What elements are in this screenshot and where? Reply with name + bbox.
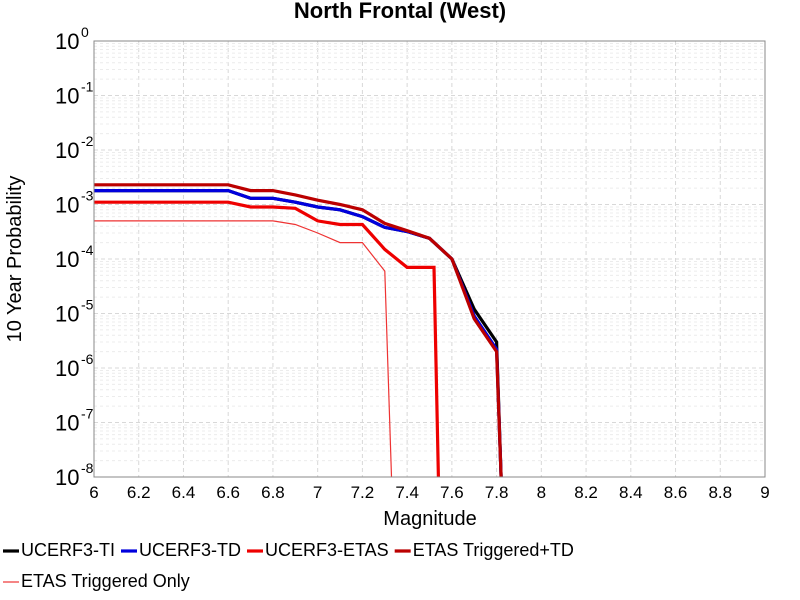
x-tick-label: 6 (89, 483, 98, 502)
y-tick-base: 10 (55, 84, 79, 109)
y-tick-exponent: 0 (81, 24, 89, 40)
series-group (94, 183, 503, 477)
x-tick-label: 6.4 (172, 483, 196, 502)
legend-label: ETAS Triggered Only (21, 571, 190, 591)
y-tick-base: 10 (55, 193, 79, 218)
x-tick-labels: 6 6.2 6.4 6.6 6.8 7 7.2 7.4 7.6 7.8 8 8.2 8.4 8.6 8.8 9 (89, 483, 769, 502)
series-line-5 (94, 220, 393, 477)
y-tick-label: 10 -6 (55, 351, 94, 381)
y-tick-exponent: -2 (81, 133, 94, 149)
y-tick-base: 10 (55, 138, 79, 163)
legend: UCERF3-TI UCERF3-TD UCERF3-ETAS ETAS Trigge… (3, 540, 574, 591)
legend-label: ETAS Triggered+TD (413, 540, 574, 560)
x-tick-label: 6.8 (261, 483, 285, 502)
x-tick-label: 7 (313, 483, 322, 502)
x-tick-label: 6.6 (216, 483, 240, 502)
plot-frame (93, 40, 766, 478)
y-tick-exponent: -8 (81, 460, 94, 476)
x-tick-label: 7.6 (440, 483, 464, 502)
y-tick-label: 10 -8 (55, 460, 94, 490)
x-tick-label: 8 (537, 483, 546, 502)
y-tick-label: 10 -7 (55, 406, 94, 436)
x-axis-label: Magnitude (383, 508, 476, 530)
y-tick-base: 10 (55, 356, 79, 381)
x-tick-label: 7.8 (485, 483, 509, 502)
y-tick-base: 10 (55, 465, 79, 490)
y-tick-base: 10 (55, 411, 79, 436)
legend-item-5: ETAS Triggered Only (3, 571, 190, 591)
legend-item-4: ETAS Triggered+TD (394, 540, 574, 560)
legend-item-3: UCERF3-ETAS (247, 540, 389, 560)
y-tick-exponent: -7 (81, 406, 94, 422)
y-tick-exponent: -4 (81, 242, 94, 258)
legend-label: UCERF3-ETAS (265, 540, 389, 560)
y-tick-exponent: -1 (81, 79, 94, 95)
grid (93, 40, 766, 478)
x-tick-label: 7.2 (351, 483, 375, 502)
series-line-4 (94, 183, 503, 477)
x-tick-label: 8.2 (574, 483, 598, 502)
y-axis-label: 10 Year Probability (4, 176, 26, 343)
y-tick-label: 10 0 (55, 24, 89, 54)
y-tick-label: 10 -4 (55, 242, 94, 272)
x-tick-label: 8.6 (664, 483, 688, 502)
legend-item-2: UCERF3-TD (121, 540, 241, 560)
x-tick-label: 8.8 (708, 483, 732, 502)
x-tick-label: 7.4 (395, 483, 419, 502)
y-tick-label: 10 -2 (55, 133, 94, 163)
legend-label: UCERF3-TI (21, 540, 115, 560)
legend-item-1: UCERF3-TI (3, 540, 115, 560)
y-tick-exponent: -3 (81, 188, 94, 204)
y-tick-base: 10 (55, 247, 79, 272)
x-tick-label: 6.2 (127, 483, 151, 502)
series-line-3 (94, 200, 440, 477)
y-tick-base: 10 (55, 302, 79, 327)
y-tick-exponent: -5 (81, 297, 94, 313)
y-tick-base: 10 (55, 29, 79, 54)
y-tick-exponent: -6 (81, 351, 94, 367)
chart-title: North Frontal (West) (294, 0, 506, 23)
y-tick-label: 10 -5 (55, 297, 94, 327)
y-tick-label: 10 -1 (55, 79, 94, 109)
legend-label: UCERF3-TD (139, 540, 241, 560)
x-tick-label: 9 (760, 483, 769, 502)
x-tick-label: 8.4 (619, 483, 643, 502)
y-tick-label: 10 -3 (55, 188, 94, 218)
